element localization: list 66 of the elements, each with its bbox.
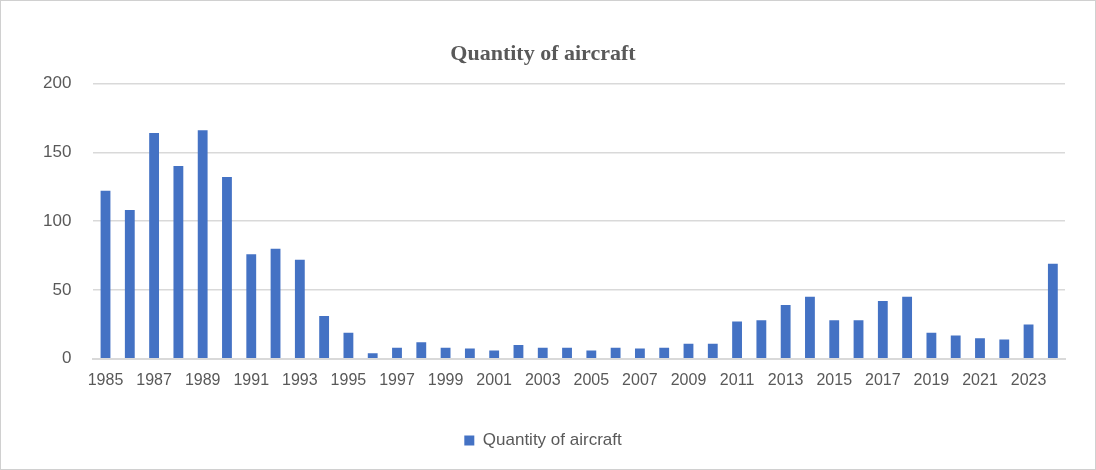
bar — [124, 210, 135, 359]
bar — [756, 320, 767, 359]
bar — [416, 342, 427, 359]
bar — [732, 321, 742, 359]
bar — [1023, 324, 1034, 359]
bar — [489, 350, 500, 359]
x-tick-label: 2005 — [573, 370, 610, 388]
x-tick-label: 1991 — [233, 370, 270, 388]
x-tick-label: 1993 — [282, 370, 318, 388]
y-tick-label: 150 — [42, 141, 72, 161]
bar — [367, 353, 378, 359]
x-tick-label: 1995 — [330, 370, 367, 388]
x-tick-label: 1985 — [87, 370, 124, 388]
x-tick-label: 2001 — [476, 370, 513, 388]
bar — [805, 296, 815, 359]
bar — [562, 347, 572, 359]
x-tick-label: 1989 — [184, 370, 221, 388]
bar — [537, 347, 548, 359]
bar — [659, 347, 670, 359]
bar — [707, 343, 718, 359]
bar — [926, 332, 937, 359]
x-tick-label: 1999 — [427, 370, 464, 388]
y-tick-label: 50 — [52, 279, 72, 299]
y-tick-label: 100 — [42, 210, 72, 230]
x-tick-label: 2009 — [670, 370, 707, 388]
x-tick-label: 2023 — [1010, 370, 1047, 388]
bar — [197, 130, 208, 359]
bar — [902, 296, 913, 359]
bar — [392, 347, 402, 359]
bar — [634, 348, 645, 359]
bar — [100, 190, 111, 359]
bar — [586, 350, 597, 359]
bar — [829, 320, 840, 359]
chart-title: Quantity of aircraft — [450, 39, 637, 65]
x-tick-label: 2015 — [816, 370, 853, 388]
bar — [513, 345, 524, 359]
bar — [877, 300, 888, 359]
x-tick-label: 1997 — [379, 370, 415, 388]
bar — [780, 305, 791, 359]
bar — [440, 347, 451, 359]
bar — [464, 348, 475, 359]
bar — [343, 332, 354, 359]
x-tick-label: 2007 — [622, 370, 658, 388]
bar — [173, 166, 184, 359]
bar — [950, 335, 961, 359]
bar — [853, 320, 864, 359]
x-tick-label: 2003 — [524, 370, 561, 388]
bar — [149, 132, 160, 359]
bar — [1047, 263, 1058, 359]
bar — [610, 347, 621, 359]
x-tick-label: 2011 — [719, 370, 755, 388]
x-tick-label: 1987 — [136, 370, 172, 388]
bar — [975, 338, 985, 359]
x-tick-label: 2017 — [865, 370, 901, 388]
y-tick-label: 0 — [61, 348, 72, 368]
x-tick-label: 2019 — [913, 370, 950, 388]
bar — [270, 248, 281, 359]
bar — [222, 177, 232, 359]
bar — [246, 254, 257, 359]
x-tick-label: 2021 — [962, 370, 998, 388]
y-tick-label: 200 — [42, 73, 72, 93]
bar — [999, 339, 1010, 359]
legend-label: Quantity of aircraft — [482, 430, 622, 450]
bar — [294, 259, 305, 359]
bar — [319, 316, 330, 359]
x-tick-label: 2013 — [767, 370, 804, 388]
